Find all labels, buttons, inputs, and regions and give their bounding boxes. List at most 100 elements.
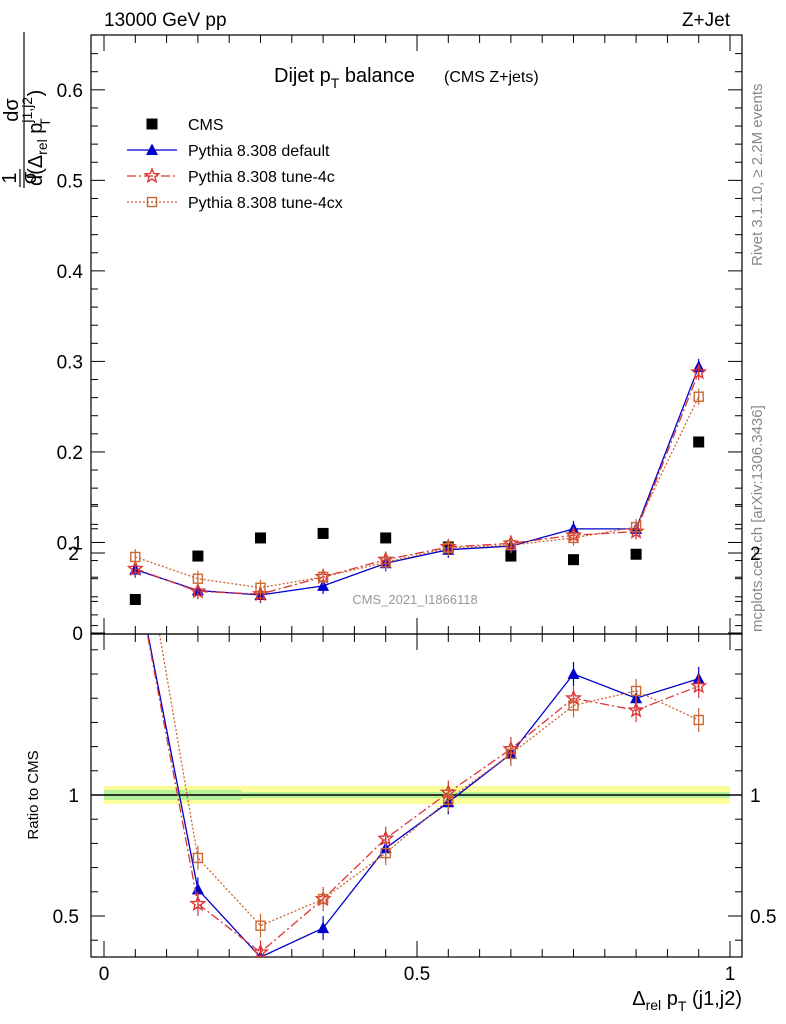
- svg-text:d(Δrel pj1,j2T): d(Δrel pj1,j2T): [19, 90, 53, 186]
- main-y-tick-label: 0.5: [57, 171, 83, 192]
- energy-label: 13000 GeV pp: [104, 10, 227, 31]
- main-data-point: [255, 582, 266, 593]
- main-data-point: [189, 582, 207, 599]
- svg-text:Δrel pT (j1,j2): Δrel pT (j1,j2): [632, 988, 742, 1014]
- main-y-tick-label: 0: [72, 624, 83, 645]
- ratio-series-line: [146, 634, 699, 954]
- main-data-point: [505, 550, 517, 562]
- main-series-line: [135, 372, 700, 595]
- ratio-data-point-dot: [510, 752, 512, 755]
- legend-item: CMS: [146, 117, 224, 134]
- main-y-tick-label: 0.6: [57, 81, 83, 102]
- legend-label: CMS: [188, 117, 224, 134]
- main-y-tick-label: 0.2: [57, 443, 83, 464]
- svg-text:(CMS Z+jets): (CMS Z+jets): [444, 69, 539, 86]
- ratio-data-point: [567, 667, 580, 679]
- x-axis-label: Δrel pT (j1,j2): [632, 988, 742, 1014]
- ratio-data-point: [191, 882, 204, 895]
- ratio-data-point: [693, 714, 704, 726]
- ratio-data-point: [317, 893, 329, 905]
- main-data-point: [505, 539, 517, 551]
- main-series-3: [130, 388, 704, 596]
- main-data-point: [317, 527, 329, 539]
- main-y-tick-label: 0.3: [57, 352, 83, 373]
- main-data-point-dot: [134, 556, 137, 558]
- legend-marker: [146, 196, 158, 208]
- main-series-1: [129, 358, 705, 603]
- main-data-point: [568, 532, 579, 544]
- ratio-data-point: [255, 920, 266, 931]
- main-data-point: [693, 436, 705, 448]
- x-tick-label: 1: [725, 964, 736, 985]
- dynamic-chart-layer: 0 0.1 0.2 0.3 0.4 0.5 0.6 0 0.5 1 0.5 0.5 1 1 2 2 CMS Pyt…: [53, 34, 776, 985]
- legend-label: Pythia 8.308 tune-4cx: [188, 195, 343, 212]
- main-data-point-dot: [322, 575, 324, 578]
- main-data-point: [568, 554, 579, 566]
- legend-item: Pythia 8.308 default: [127, 143, 330, 160]
- main-data-point: [255, 532, 266, 544]
- ratio-series-line: [147, 634, 699, 957]
- ratio-y-tick-label: 0.5: [53, 907, 79, 928]
- main-series-0: [129, 436, 705, 606]
- main-data-point: [630, 521, 642, 533]
- ratio-data-point-dot: [697, 719, 700, 721]
- main-data-point-dot: [384, 561, 387, 564]
- ratio-data-point-dot: [447, 798, 450, 801]
- ratio-data-point-dot: [384, 852, 387, 854]
- ratio-series-line: [158, 634, 699, 927]
- main-series-line: [135, 396, 700, 589]
- ratio-data-point: [568, 700, 579, 711]
- legend-marker: [146, 143, 158, 155]
- ratio-y-tick-label-right: 2: [750, 544, 761, 565]
- legend-item: Pythia 8.308 tune-4c: [127, 167, 335, 186]
- ratio-y-tick-label-right: 1: [750, 786, 761, 807]
- main-y-tick-label: 0.4: [57, 262, 84, 283]
- main-data-point: [317, 571, 329, 583]
- main-data-point-dot: [259, 586, 262, 589]
- ratio-data-point-dot: [259, 924, 262, 927]
- legend-marker-dot: [151, 201, 153, 203]
- main-data-point: [693, 391, 704, 402]
- legend-label: Pythia 8.308 tune-4c: [188, 169, 335, 186]
- ratio-axis-label: Ratio to CMS: [25, 750, 42, 839]
- ratio-data-point-dot: [197, 857, 199, 859]
- main-y-tick-label: 0.1: [57, 533, 83, 554]
- ratio-y-tick-label: 2: [68, 544, 79, 565]
- ratio-data-point: [251, 943, 270, 957]
- ratio-data-point: [192, 852, 204, 864]
- svg-text:Dijet pT balance: Dijet pT balance: [274, 65, 415, 91]
- main-data-point: [130, 551, 141, 563]
- static-text-layer: 13000 GeV pp Z+Jet Rivet 3.1.10, ≥ 2.2M …: [25, 10, 766, 840]
- main-data-point-dot: [447, 547, 450, 549]
- x-tick-label: 0: [99, 964, 110, 985]
- legend-marker: [143, 167, 161, 184]
- y-axis-label: 1 σ dσ d(Δrel pj1,j2T): [0, 32, 53, 188]
- ratio-data-point: [690, 677, 708, 694]
- main-data-point: [129, 594, 141, 606]
- ratio-data-point-dot: [635, 690, 637, 692]
- svg-text:dσ: dσ: [1, 98, 23, 122]
- main-data-point: [690, 363, 708, 380]
- ratio-data-point: [189, 894, 207, 912]
- ratio-data-point: [443, 794, 454, 806]
- main-data-point-dot: [697, 395, 700, 398]
- main-data-point: [380, 532, 392, 544]
- main-series-line: [135, 366, 700, 596]
- main-data-point-dot: [197, 577, 199, 580]
- main-data-point-dot: [572, 537, 575, 539]
- ratio-data-point: [131, 488, 140, 497]
- ratio-y-tick-label: 1: [68, 786, 79, 807]
- svg-text:1: 1: [0, 172, 21, 183]
- main-series-2: [126, 363, 708, 603]
- legend-item: Pythia 8.308 tune-4cx: [127, 195, 343, 212]
- main-data-point: [317, 579, 330, 591]
- process-label: Z+Jet: [682, 10, 731, 31]
- main-data-point: [192, 550, 204, 562]
- ratio-data-point: [505, 748, 517, 760]
- main-data-point: [192, 573, 204, 584]
- ratio-data-point-dot: [322, 898, 324, 900]
- ratio-data-point: [627, 701, 645, 718]
- main-data-point-dot: [510, 544, 512, 547]
- main-data-point: [443, 542, 454, 554]
